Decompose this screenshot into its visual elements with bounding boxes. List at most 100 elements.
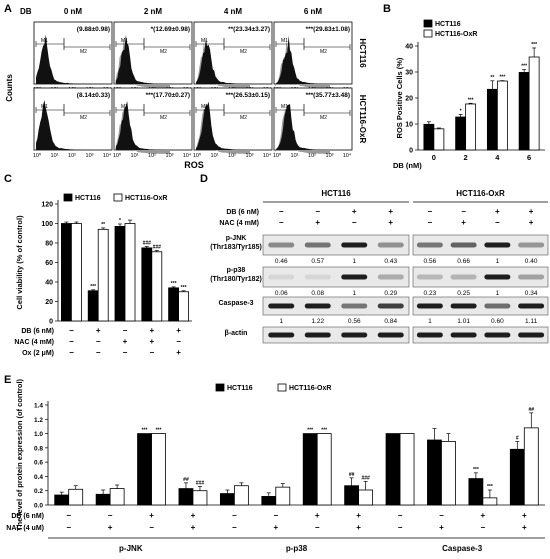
blot-strip — [412, 266, 549, 288]
significance-mark: *** — [181, 285, 187, 291]
y-tick-label: 40 — [45, 280, 53, 287]
y-tick-label: 20 — [45, 299, 53, 306]
band-quantification: 0.57 — [311, 258, 324, 265]
significance-mark: ### — [361, 475, 370, 481]
treatment-mark: − — [232, 523, 237, 532]
blot-band — [341, 274, 368, 280]
treatment-mark: + — [149, 511, 154, 520]
band-quantification: 0.23 — [424, 290, 437, 297]
gate-label-m2: M2 — [240, 115, 247, 121]
blot-strip — [262, 234, 410, 256]
bar-hct116-oxr — [523, 427, 539, 506]
blot-band — [341, 332, 368, 338]
x-tick-label: 10¹ — [131, 153, 139, 159]
panel-a-column-label: 0 nM — [64, 7, 83, 16]
treatment-mark: + — [356, 511, 361, 520]
legend-swatch — [277, 383, 287, 392]
treatment-mark: + — [176, 348, 181, 357]
blot-band — [450, 274, 477, 280]
blot-band — [416, 303, 443, 309]
y-tick-label: 0.8 — [34, 445, 43, 452]
panel-a-column-label: 4 nM — [224, 7, 243, 16]
bar-hct116-oxr — [528, 56, 540, 151]
bar-hct116-oxr — [399, 433, 415, 506]
histogram-fill — [116, 101, 172, 150]
y-tick-label: 120 — [41, 202, 53, 209]
blot-band — [484, 303, 511, 309]
x-tick-label: 10¹ — [51, 153, 59, 159]
bar-hct116-oxr — [358, 489, 374, 506]
treatment-mark: − — [352, 218, 357, 227]
treatment-mark: − — [69, 326, 74, 335]
blot-band — [377, 332, 404, 338]
blot-band — [450, 303, 477, 309]
treatment-mark: + — [461, 218, 466, 227]
y-axis-label: Cell viability (% of control) — [15, 215, 24, 310]
x-tick-label: 10⁰ — [33, 152, 42, 159]
x-tick-label: 2 — [464, 153, 468, 162]
legend-swatch — [215, 383, 225, 392]
x-tick-label: 10² — [308, 153, 316, 159]
gate-label-m2: M2 — [320, 49, 327, 55]
legend-entry: HCT116 — [75, 195, 101, 202]
bar-hct116 — [468, 478, 484, 506]
treatment-mark: + — [522, 511, 527, 520]
treatment-mark: − — [273, 511, 278, 520]
significance-mark: ** — [490, 75, 494, 81]
x-axis-label: DB (nM) — [393, 161, 422, 170]
band-quantification: 1 — [496, 258, 500, 265]
blot-band — [416, 274, 443, 280]
treatment-mark: − — [279, 207, 284, 216]
band-quantification: 0.29 — [384, 290, 397, 297]
significance-mark: ## — [183, 477, 189, 483]
chart-panel-c: 0 20 40 60 80 100 120 Cell viability (% of cont… — [14, 193, 192, 357]
bar-hct116-oxr — [316, 433, 332, 506]
treatment-mark: + — [352, 207, 357, 216]
band-quantification: 0.25 — [457, 290, 470, 297]
band-quantification: 1.11 — [525, 318, 538, 325]
blot-label: β-actin — [225, 330, 248, 337]
significance-mark: *** — [487, 484, 493, 490]
bar-hct116-oxr — [151, 433, 166, 506]
y-tick-label: 40 — [405, 44, 413, 51]
y-tick-label: 0 — [409, 148, 413, 155]
significance-mark: ### — [143, 240, 152, 246]
bar-hct116-oxr — [97, 228, 109, 322]
x-tick-label: 10³ — [246, 153, 254, 159]
bar-hct116-oxr — [465, 103, 477, 151]
band-quantification: 1.01 — [457, 318, 470, 325]
treatment-mark: + — [388, 218, 393, 227]
bar-hct116 — [178, 488, 194, 506]
histogram-fill — [116, 34, 172, 84]
percentage-value: (9.88±0.98) — [77, 26, 110, 33]
band-quantification: 1 — [352, 290, 356, 297]
legend-entry: HCT116-OxR — [435, 31, 477, 38]
band-quantification: 0.66 — [457, 258, 470, 265]
gate-label-m1: M1 — [281, 104, 288, 110]
blot-band — [377, 303, 404, 309]
panel-a-xlabel: ROS — [184, 160, 204, 170]
significance-mark: ### — [196, 480, 205, 486]
x-tick-label: 10⁴ — [183, 152, 192, 159]
significance-mark: *** — [531, 42, 537, 48]
blot-band — [377, 274, 404, 280]
significance-mark: ** — [101, 222, 105, 228]
blot-band — [484, 274, 511, 280]
gate-label-m2: M2 — [80, 115, 87, 121]
bar-hct116-oxr — [109, 488, 125, 506]
blot-label: (Thr183/Tyr185) — [210, 244, 262, 251]
treatment-mark: + — [315, 511, 320, 520]
bar-hct116-oxr — [151, 251, 163, 322]
bar-hct116 — [509, 448, 525, 506]
bar-hct116-oxr — [441, 441, 456, 506]
significance-mark: *** — [307, 428, 313, 434]
legend-swatch — [423, 29, 433, 38]
significance-mark: # — [516, 435, 519, 441]
gate-label-m1: M1 — [121, 104, 128, 110]
treatment-row-label: DB (6 nM) — [11, 513, 44, 520]
x-tick-label: 6 — [527, 153, 531, 162]
blot-label: p-p38 — [227, 267, 246, 274]
y-tick-label: 0 — [49, 319, 53, 326]
histogram-fill — [196, 38, 252, 84]
bar-hct116 — [385, 433, 401, 506]
